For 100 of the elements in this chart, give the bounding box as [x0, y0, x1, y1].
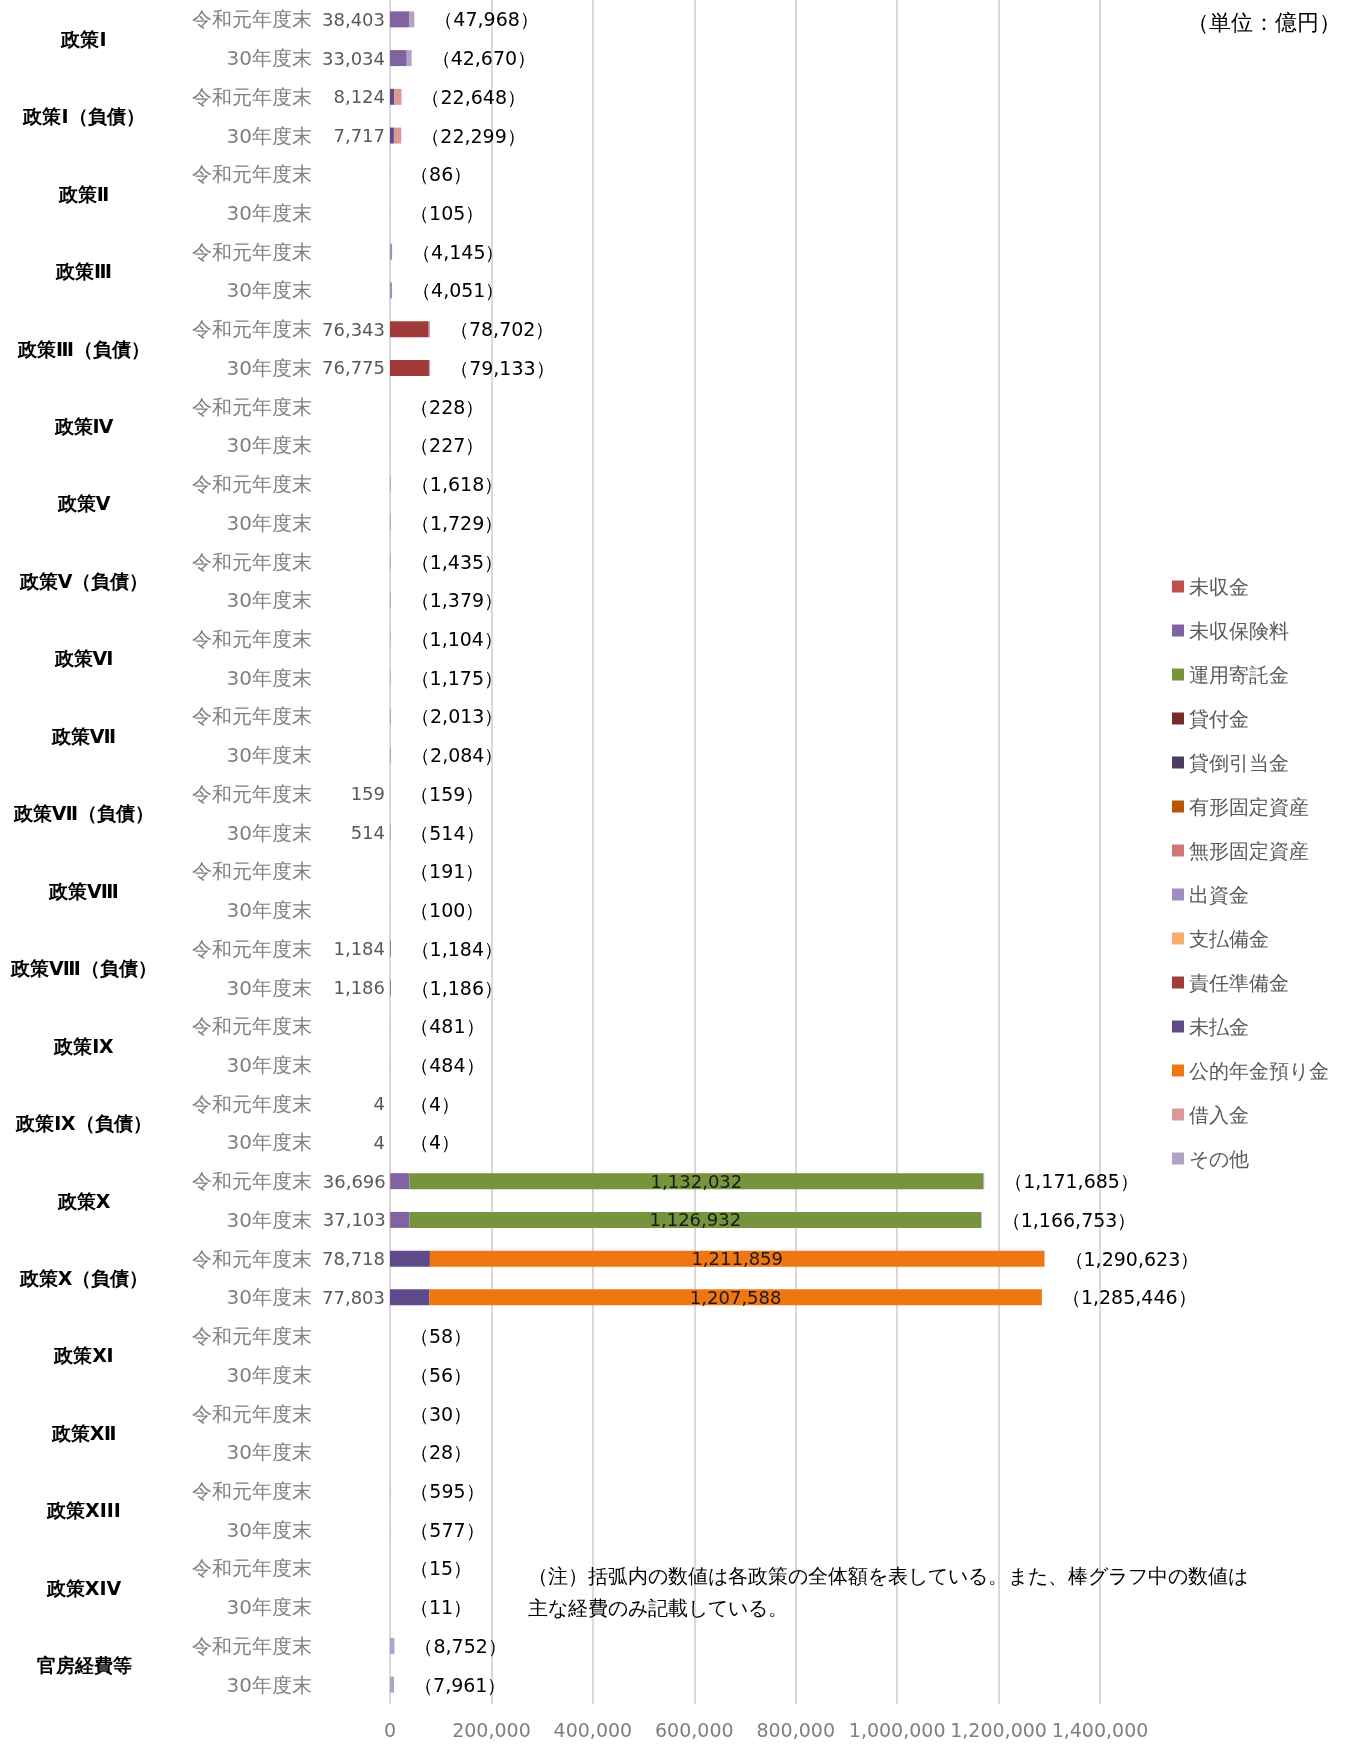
legend-label: 有形固定資産 — [1189, 794, 1309, 819]
legend-label: 支払備金 — [1189, 926, 1269, 951]
total-label: （1,184） — [410, 937, 504, 960]
y-tick-label: 30年度末 — [226, 46, 312, 71]
y-tick-label: 30年度末 — [226, 278, 312, 303]
total-label: （42,670） — [431, 47, 537, 70]
y-tick-label: 令和元年度末 — [192, 1556, 312, 1581]
y-tick-label: 30年度末 — [226, 510, 312, 535]
y-tick-label: 30年度末 — [226, 433, 312, 458]
total-label: （484） — [410, 1054, 485, 1076]
legend-label: 借入金 — [1189, 1102, 1249, 1127]
text: 政策Ⅲ（負債） — [17, 337, 150, 360]
legend-label: 公的年金預り金 — [1189, 1058, 1329, 1083]
legend-label: 運用寄託金 — [1189, 662, 1289, 687]
y-tick-label: 30年度末 — [226, 820, 312, 845]
text: 政策Ⅴ（負債） — [18, 569, 149, 592]
y-tick-label: 30年度末 — [226, 588, 312, 613]
total-label: （514） — [410, 821, 485, 844]
bar — [390, 282, 393, 299]
data-label: 4 — [373, 1131, 385, 1153]
x-tick-label: 400,000 — [553, 1718, 633, 1741]
text: 政策Ⅹ — [56, 1189, 111, 1212]
y-tick-label: 令和元年度末 — [192, 394, 312, 419]
total-label: （4） — [410, 1092, 461, 1115]
total-label: （47,968） — [434, 8, 539, 31]
total-label: （1,285,446） — [1061, 1286, 1197, 1309]
bar — [390, 127, 394, 144]
data-label: 159 — [350, 783, 385, 805]
bar — [390, 321, 429, 338]
total-label: （22,648） — [421, 85, 526, 108]
total-label: （1,175） — [410, 666, 503, 689]
text: 政策Ⅷ — [48, 879, 119, 902]
y-tick-label: 30年度末 — [226, 1672, 312, 1697]
y-tick-label: 令和元年度末 — [192, 1479, 312, 1503]
y-tick-label: 令和元年度末 — [192, 1169, 312, 1194]
text: 政策Ⅸ（負債） — [15, 1112, 152, 1135]
bar — [409, 11, 415, 28]
y-tick-label: 30年度末 — [226, 975, 312, 1000]
y-tick-label: 30年度末 — [226, 1130, 312, 1155]
total-label: （1,618） — [410, 473, 504, 496]
y-tick-label: 30年度末 — [226, 1053, 312, 1077]
bar — [390, 1637, 395, 1654]
y-tick-label: 30年度末 — [226, 1362, 312, 1387]
total-label: （1,290,623） — [1064, 1247, 1200, 1270]
text: 政策Ⅰ — [60, 27, 107, 50]
y-tick-label: 令和元年度末 — [192, 1014, 312, 1039]
total-label: （1,729） — [410, 511, 504, 534]
bar — [390, 50, 407, 67]
bar — [406, 50, 412, 67]
total-label: （1,379） — [410, 589, 504, 612]
y-tick-label: 30年度末 — [226, 201, 312, 225]
data-label: 36,696 — [322, 1170, 386, 1192]
bar — [390, 1289, 430, 1306]
total-label: （100） — [410, 899, 485, 922]
data-label: 1,186 — [333, 977, 385, 999]
y-tick-label: 30年度末 — [226, 1207, 312, 1232]
total-label: （105） — [410, 202, 485, 224]
y-tick-label: 30年度末 — [226, 898, 312, 923]
text: 政策Ⅺ — [53, 1344, 114, 1367]
total-label: （15） — [410, 1557, 473, 1580]
y-tick-label: 令和元年度末 — [192, 7, 312, 32]
legend-label: 未収金 — [1189, 574, 1249, 599]
total-label: （4,145） — [412, 240, 505, 263]
legend-label: 貸倒引当金 — [1189, 750, 1289, 775]
total-label: （8,752） — [414, 1634, 507, 1657]
data-label: 7,717 — [333, 125, 385, 147]
total-label: （22,299） — [421, 124, 526, 147]
data-label: 33,034 — [322, 47, 385, 69]
legend-label: 責任準備金 — [1189, 970, 1289, 995]
total-label: （78,702） — [449, 318, 555, 341]
total-label: （1,435） — [410, 550, 504, 573]
y-tick-label: 令和元年度末 — [192, 549, 312, 574]
legend-label: その他 — [1189, 1146, 1249, 1171]
bar — [429, 1289, 1042, 1306]
total-label: （28） — [410, 1441, 473, 1464]
bar — [390, 88, 395, 105]
text: 政策Ⅻ — [50, 1421, 117, 1444]
total-label: （79,133） — [450, 356, 555, 379]
y-tick-label: 令和元年度末 — [192, 472, 312, 497]
x-tick-label: 800,000 — [756, 1718, 835, 1741]
bar — [390, 1250, 430, 1267]
y-tick-label: 令和元年度末 — [192, 1091, 312, 1116]
y-tick-label: 30年度末 — [226, 123, 312, 148]
annotation: （注）括弧内の数値は各政策の全体額を表している。また、棒グラフ中の数値は主な経費のみ記載している。 — [528, 1564, 1248, 1620]
text: 政策Ⅶ（負債） — [12, 802, 155, 825]
data-label: 1,126,932 — [649, 1209, 742, 1231]
bar — [390, 359, 429, 376]
y-tick-label: 令和元年度末 — [192, 1401, 312, 1426]
y-tick-label: 令和元年度末 — [192, 1324, 312, 1349]
total-label: （30） — [410, 1402, 473, 1425]
y-tick-label: 令和元年度末 — [192, 781, 312, 806]
x-tick-label: 0 — [383, 1718, 397, 1741]
text: 政策Ⅹ（負債） — [18, 1267, 149, 1289]
data-label: 1,211,859 — [691, 1248, 784, 1270]
y-tick-label: 令和元年度末 — [192, 627, 312, 651]
total-label: （4） — [410, 1131, 461, 1154]
x-tick-label: 1,200,000 — [950, 1718, 1047, 1741]
x-tick-label: 1,400,000 — [1051, 1718, 1149, 1741]
y-tick-label: 令和元年度末 — [192, 859, 312, 884]
total-label: （56） — [410, 1363, 473, 1386]
